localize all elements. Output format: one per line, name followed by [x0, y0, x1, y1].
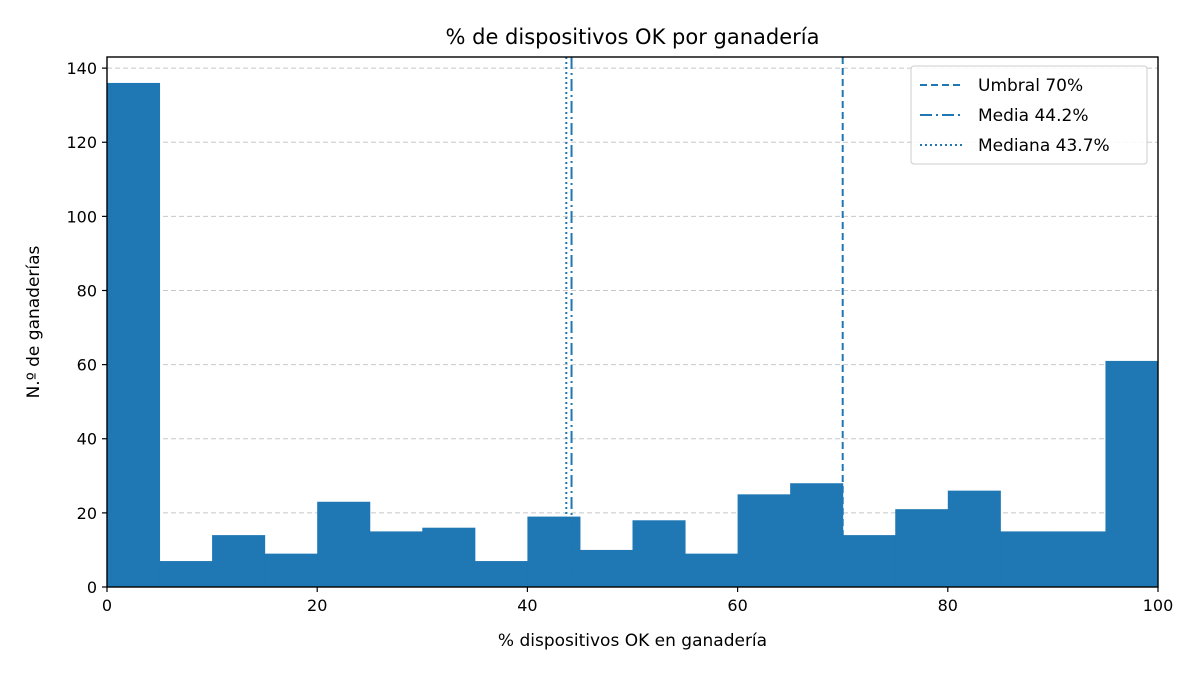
y-tick-label: 100 — [66, 207, 97, 226]
legend-entry-label: Mediana 43.7% — [978, 136, 1110, 156]
x-tick-label: 40 — [517, 596, 537, 615]
histogram-bar — [1105, 360, 1159, 587]
x-axis-ticks: 0 20 40 60 80 100 — [102, 587, 1173, 615]
histogram-bar — [474, 561, 528, 587]
histogram-bar — [1052, 531, 1106, 587]
histogram-bar — [737, 494, 791, 587]
histogram-bar — [317, 501, 371, 587]
legend: Umbral 70% Media 44.2% Mediana 43.7% — [910, 65, 1148, 165]
y-tick-label: 60 — [77, 356, 97, 375]
y-tick-label: 120 — [66, 133, 97, 152]
histogram-bar — [264, 553, 318, 587]
legend-box — [910, 65, 1148, 165]
histogram-bar — [947, 490, 1001, 587]
histogram-bar — [895, 509, 949, 587]
histogram-bar — [790, 483, 844, 587]
x-tick-label: 0 — [102, 596, 112, 615]
histogram-bar — [422, 527, 476, 587]
y-tick-label: 0 — [87, 578, 97, 597]
legend-entry-label: Media 44.2% — [978, 106, 1088, 126]
y-axis-ticks: 0 20 40 60 80 100 120 140 — [66, 59, 107, 597]
x-tick-label: 100 — [1143, 596, 1174, 615]
y-tick-label: 140 — [66, 59, 97, 78]
y-tick-label: 20 — [77, 504, 97, 523]
x-tick-label: 60 — [727, 596, 747, 615]
x-tick-label: 20 — [307, 596, 327, 615]
x-tick-label: 80 — [938, 596, 958, 615]
histogram-bar — [1000, 531, 1054, 587]
legend-entry-label: Umbral 70% — [978, 76, 1083, 96]
y-tick-label: 40 — [77, 430, 97, 449]
chart-title: % de dispositivos OK por ganadería — [445, 25, 819, 49]
reference-lines — [565, 57, 844, 587]
plot-frame — [106, 56, 1159, 588]
histogram-bar — [842, 535, 896, 587]
x-axis-label: % dispositivos OK en ganadería — [498, 631, 767, 651]
histogram-bar — [685, 553, 739, 587]
y-tick-label: 80 — [77, 281, 97, 300]
histogram-bars — [107, 82, 1159, 587]
histogram-bar — [632, 520, 686, 587]
histogram-bar — [369, 531, 423, 587]
histogram-bar — [107, 82, 161, 587]
histogram-bar — [159, 561, 213, 587]
histogram-bar — [212, 535, 266, 587]
y-axis-label: N.º de ganaderías — [24, 245, 44, 398]
histogram-bar — [579, 549, 633, 587]
